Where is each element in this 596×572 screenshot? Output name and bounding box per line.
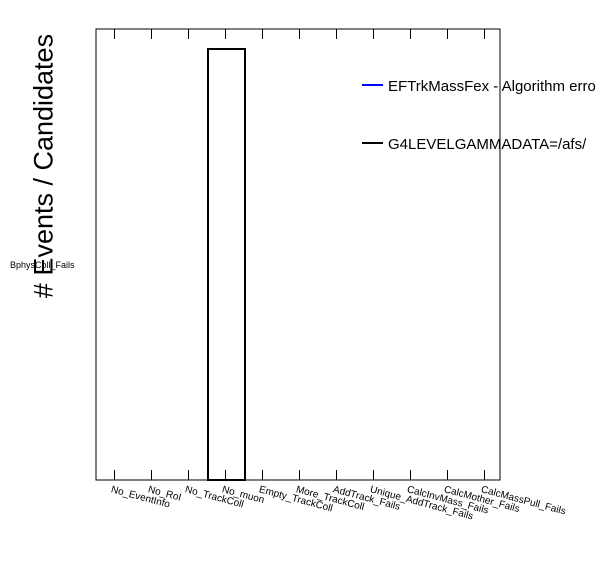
plot-frame xyxy=(95,28,501,481)
stray-axis-label: BphysColl_Fails xyxy=(10,260,75,270)
axis-ticks xyxy=(114,29,485,480)
histogram-bar xyxy=(207,48,246,481)
legend-entry-1: G4LEVELGAMMADATA=/afs/ xyxy=(388,136,587,153)
legend: EFTrkMassFex - Algorithm errors G4LEVELG… xyxy=(362,78,596,153)
histogram-bars xyxy=(207,48,246,481)
legend-entry-0: EFTrkMassFex - Algorithm errors xyxy=(388,78,596,95)
y-axis-label: # Events / Candidates xyxy=(28,33,59,299)
